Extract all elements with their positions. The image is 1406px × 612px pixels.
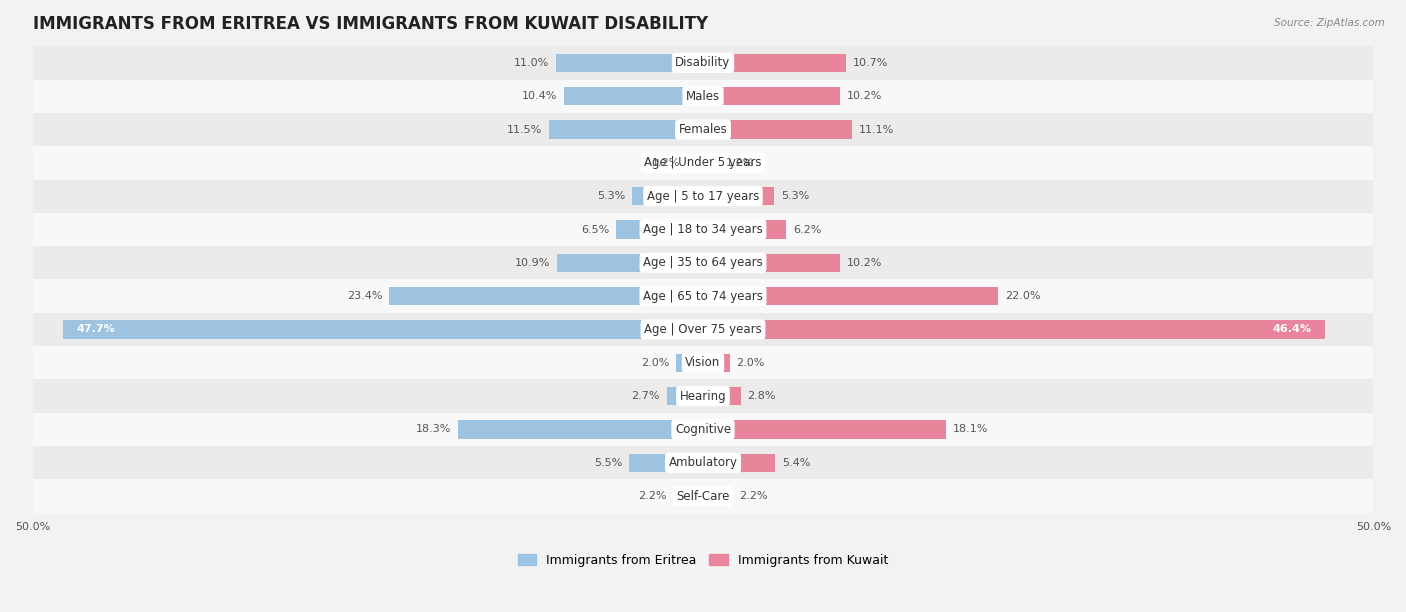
Bar	[630, 453, 703, 472]
Text: 10.4%: 10.4%	[522, 91, 557, 101]
Text: Source: ZipAtlas.com: Source: ZipAtlas.com	[1274, 18, 1385, 28]
Text: Age | 65 to 74 years: Age | 65 to 74 years	[643, 289, 763, 303]
Bar	[32, 446, 1374, 479]
Text: Vision: Vision	[685, 356, 721, 369]
Bar	[32, 246, 1374, 280]
Bar	[555, 54, 703, 72]
Text: 10.2%: 10.2%	[846, 91, 882, 101]
Bar	[457, 420, 703, 439]
Bar	[703, 154, 718, 172]
Bar	[32, 179, 1374, 213]
Bar	[564, 87, 703, 105]
Bar	[703, 354, 730, 372]
Bar	[703, 487, 733, 506]
Bar	[703, 287, 998, 305]
Text: Disability: Disability	[675, 56, 731, 69]
Text: 2.0%: 2.0%	[737, 358, 765, 368]
Bar	[703, 87, 839, 105]
Text: Self-Care: Self-Care	[676, 490, 730, 502]
Text: Age | Under 5 years: Age | Under 5 years	[644, 156, 762, 170]
Bar	[32, 280, 1374, 313]
Text: Age | Over 75 years: Age | Over 75 years	[644, 323, 762, 336]
Text: 5.3%: 5.3%	[598, 191, 626, 201]
Bar	[63, 320, 703, 338]
Bar	[666, 387, 703, 405]
Bar	[616, 220, 703, 239]
Text: 18.1%: 18.1%	[952, 425, 988, 435]
Bar	[703, 453, 775, 472]
Bar	[32, 413, 1374, 446]
Text: 5.3%: 5.3%	[780, 191, 808, 201]
Bar	[32, 80, 1374, 113]
Text: 46.4%: 46.4%	[1272, 324, 1312, 335]
Text: 6.5%: 6.5%	[581, 225, 609, 234]
Bar	[32, 113, 1374, 146]
Text: Females: Females	[679, 123, 727, 136]
Text: 11.1%: 11.1%	[859, 124, 894, 135]
Bar	[703, 420, 946, 439]
Bar	[703, 187, 775, 206]
Text: 11.0%: 11.0%	[513, 58, 548, 68]
Text: Age | 5 to 17 years: Age | 5 to 17 years	[647, 190, 759, 203]
Bar	[703, 54, 846, 72]
Text: Age | 35 to 64 years: Age | 35 to 64 years	[643, 256, 763, 269]
Text: 5.4%: 5.4%	[782, 458, 810, 468]
Text: Ambulatory: Ambulatory	[668, 457, 738, 469]
Text: 11.5%: 11.5%	[506, 124, 543, 135]
Bar	[32, 47, 1374, 80]
Text: Cognitive: Cognitive	[675, 423, 731, 436]
Text: 47.7%: 47.7%	[77, 324, 115, 335]
Text: 2.7%: 2.7%	[631, 391, 659, 401]
Bar	[32, 213, 1374, 246]
Text: 10.9%: 10.9%	[515, 258, 550, 268]
Text: 22.0%: 22.0%	[1005, 291, 1040, 301]
Text: 1.2%: 1.2%	[652, 158, 681, 168]
Bar	[703, 121, 852, 139]
Bar	[688, 154, 703, 172]
Text: Males: Males	[686, 90, 720, 103]
Bar	[676, 354, 703, 372]
Text: 2.2%: 2.2%	[740, 491, 768, 501]
Text: 18.3%: 18.3%	[416, 425, 451, 435]
Text: 5.5%: 5.5%	[595, 458, 623, 468]
Bar	[557, 253, 703, 272]
Text: Age | 18 to 34 years: Age | 18 to 34 years	[643, 223, 763, 236]
Bar	[389, 287, 703, 305]
Text: 10.7%: 10.7%	[853, 58, 889, 68]
Bar	[548, 121, 703, 139]
Text: 23.4%: 23.4%	[347, 291, 382, 301]
Bar	[32, 146, 1374, 179]
Bar	[32, 346, 1374, 379]
Text: Hearing: Hearing	[679, 390, 727, 403]
Bar	[32, 379, 1374, 413]
Bar	[703, 387, 741, 405]
Bar	[703, 320, 1324, 338]
Text: 2.2%: 2.2%	[638, 491, 666, 501]
Text: 2.0%: 2.0%	[641, 358, 669, 368]
Bar	[703, 220, 786, 239]
Legend: Immigrants from Eritrea, Immigrants from Kuwait: Immigrants from Eritrea, Immigrants from…	[517, 554, 889, 567]
Text: 1.2%: 1.2%	[725, 158, 754, 168]
Bar	[631, 187, 703, 206]
Text: IMMIGRANTS FROM ERITREA VS IMMIGRANTS FROM KUWAIT DISABILITY: IMMIGRANTS FROM ERITREA VS IMMIGRANTS FR…	[32, 15, 707, 33]
Text: 6.2%: 6.2%	[793, 225, 821, 234]
Bar	[673, 487, 703, 506]
Text: 10.2%: 10.2%	[846, 258, 882, 268]
Bar	[32, 313, 1374, 346]
Bar	[703, 253, 839, 272]
Text: 2.8%: 2.8%	[747, 391, 776, 401]
Bar	[32, 479, 1374, 513]
